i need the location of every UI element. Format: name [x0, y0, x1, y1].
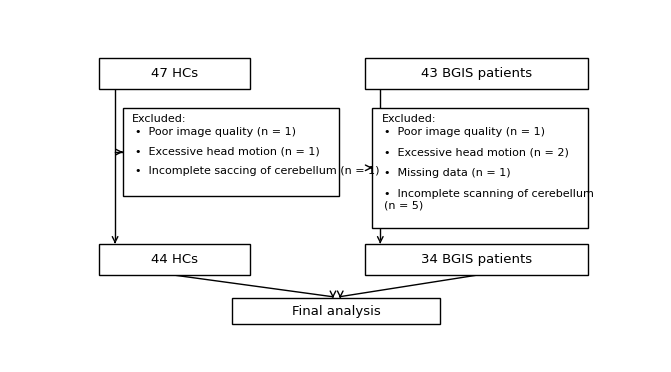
Bar [365, 244, 588, 275]
Text: •  Incomplete saccing of cerebellum (n = 1): • Incomplete saccing of cerebellum (n = … [135, 166, 379, 176]
Text: Excluded:: Excluded: [132, 114, 187, 124]
Bar [99, 244, 250, 275]
Text: 43 BGIS patients: 43 BGIS patients [421, 67, 532, 80]
Bar [232, 298, 440, 324]
Text: •  Missing data (n = 1): • Missing data (n = 1) [384, 168, 511, 178]
Bar [372, 108, 588, 228]
Text: •  Excessive head motion (n = 2): • Excessive head motion (n = 2) [384, 147, 569, 157]
Text: •  Excessive head motion (n = 1): • Excessive head motion (n = 1) [135, 146, 319, 156]
Text: •  Poor image quality (n = 1): • Poor image quality (n = 1) [384, 127, 546, 137]
Text: Final analysis: Final analysis [292, 305, 380, 318]
Bar [365, 58, 588, 89]
Bar [123, 108, 339, 196]
Bar [99, 58, 250, 89]
Text: Excluded:: Excluded: [382, 114, 436, 124]
Text: 44 HCs: 44 HCs [152, 253, 199, 266]
Text: •  Poor image quality (n = 1): • Poor image quality (n = 1) [135, 127, 296, 137]
Text: •  Incomplete scanning of cerebellum
(n = 5): • Incomplete scanning of cerebellum (n =… [384, 189, 595, 210]
Text: 34 BGIS patients: 34 BGIS patients [421, 253, 532, 266]
Text: 47 HCs: 47 HCs [152, 67, 199, 80]
